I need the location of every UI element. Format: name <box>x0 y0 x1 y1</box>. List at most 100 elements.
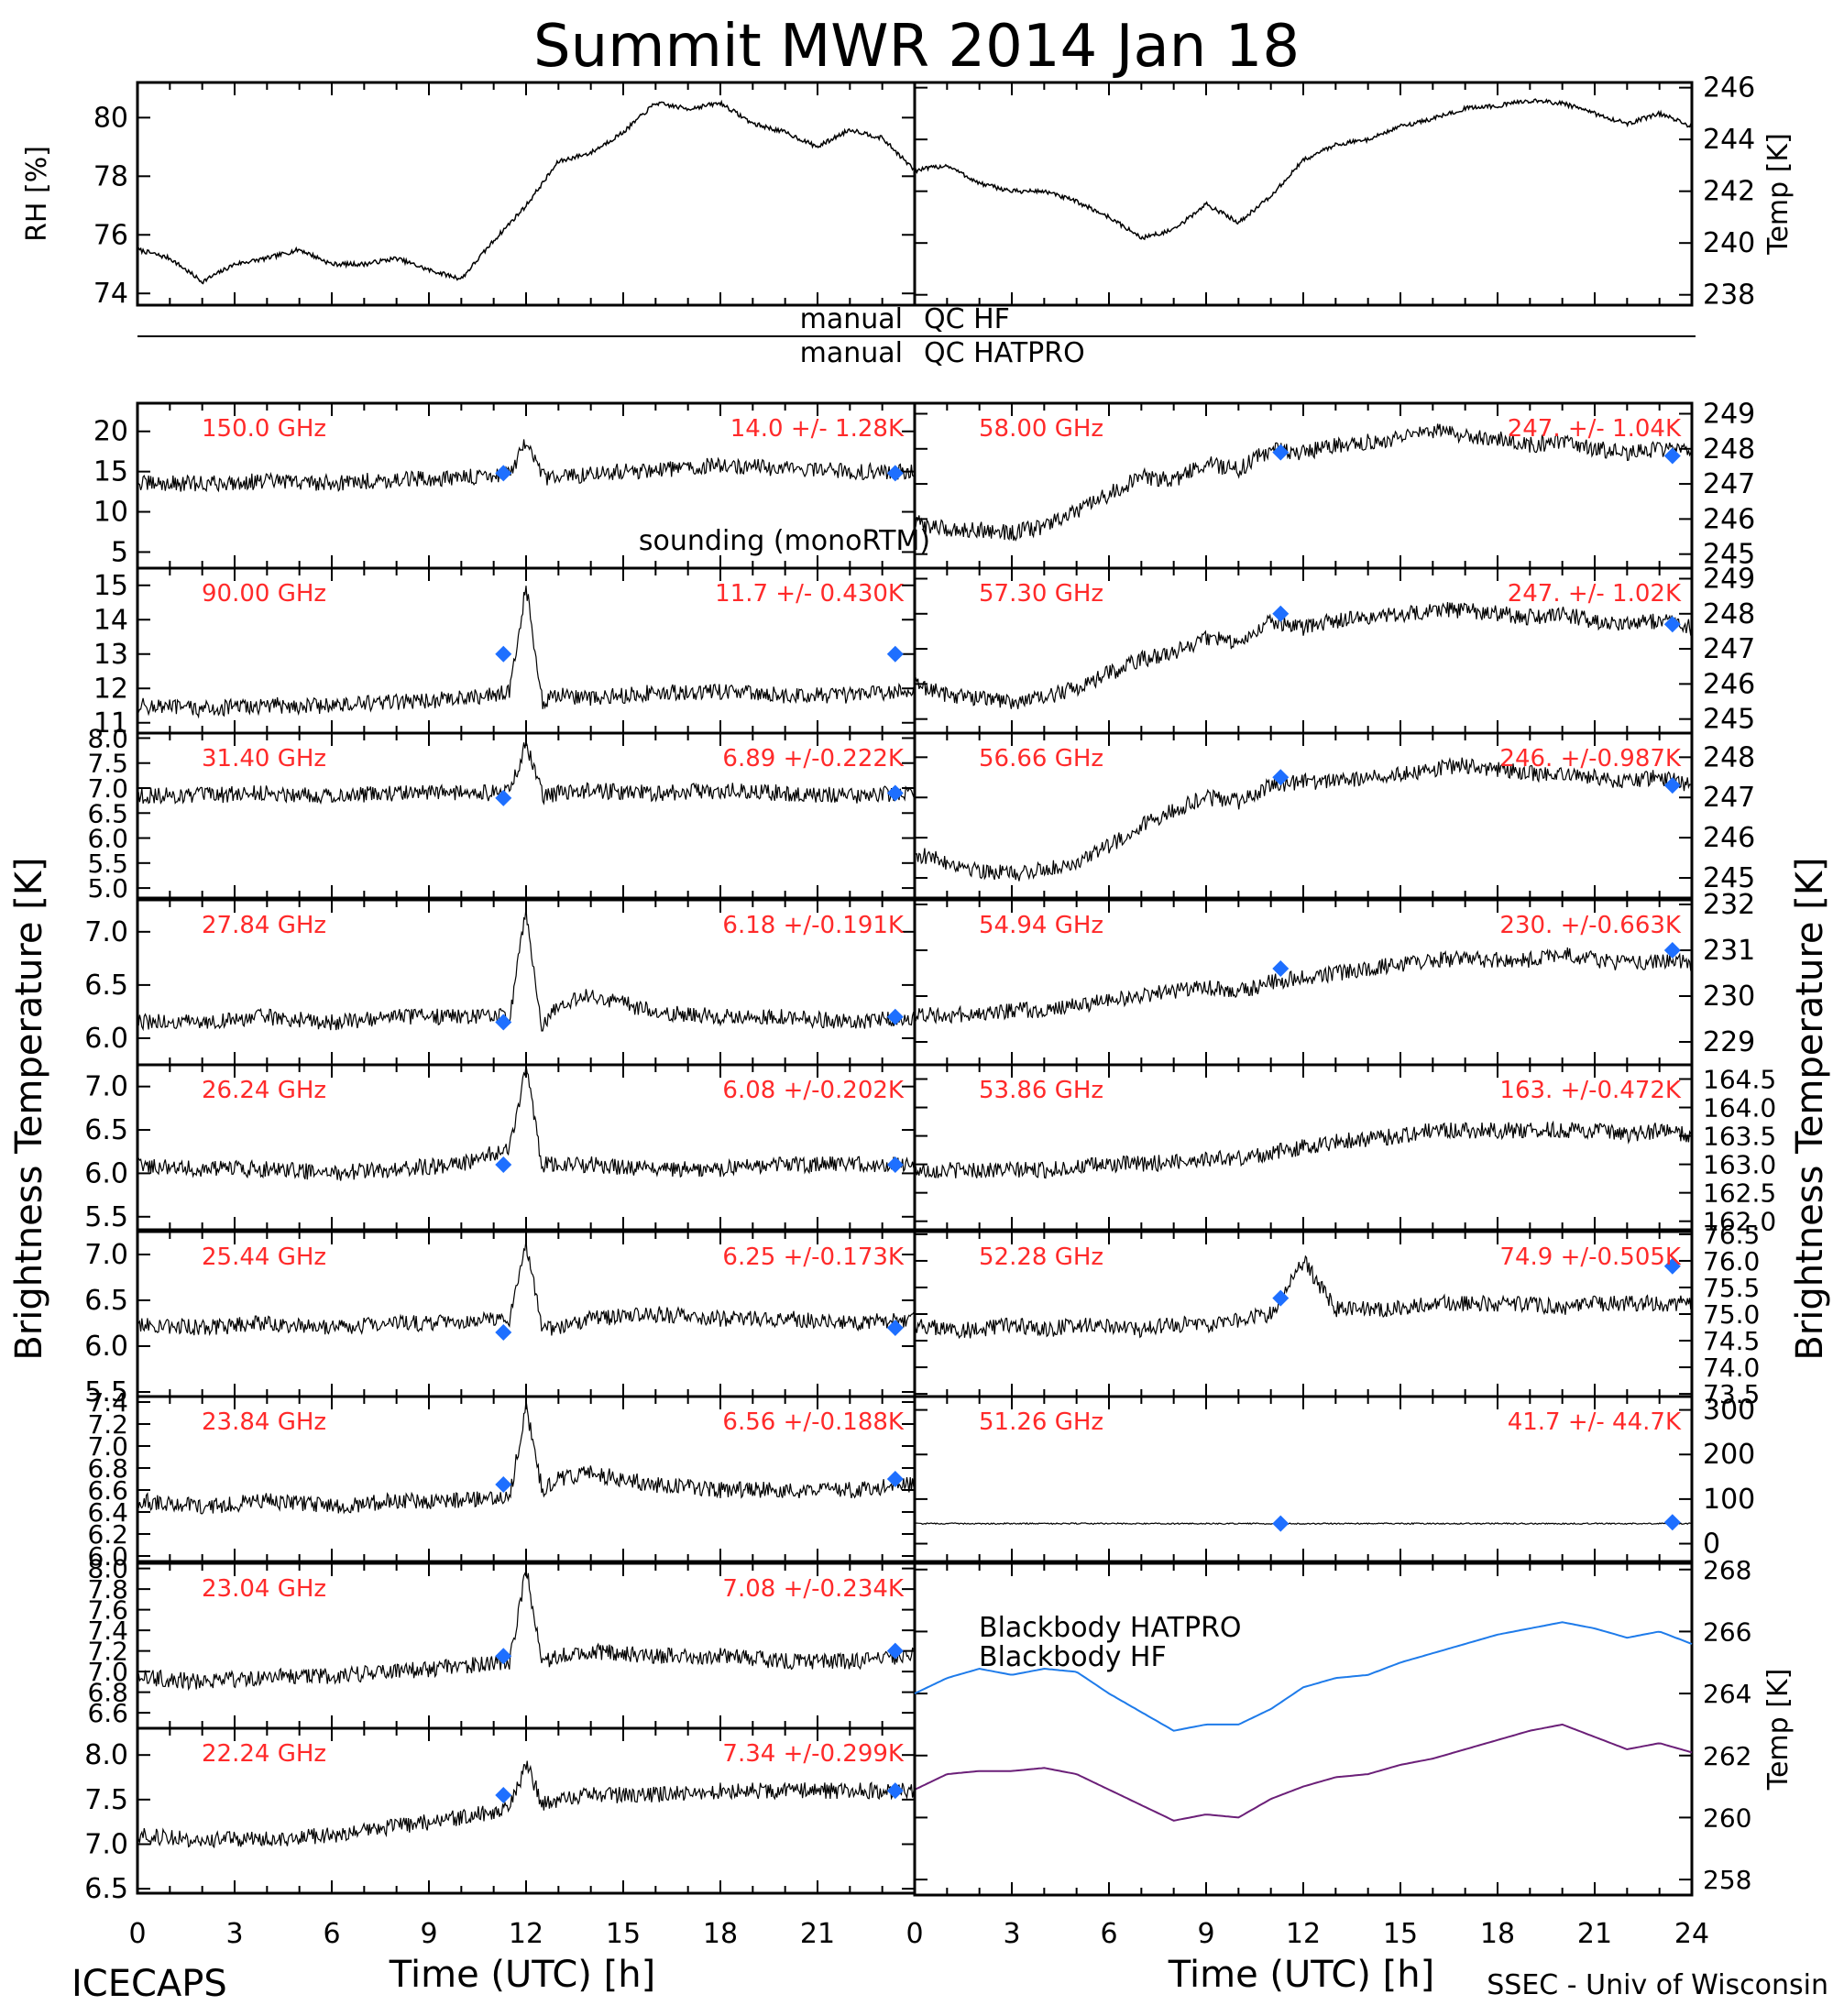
y-tick-label: 76.5 <box>1703 1220 1760 1250</box>
y-tick-label: 7.0 <box>84 916 128 948</box>
sounding-marker <box>495 1476 512 1493</box>
footer-ssec: SSEC - Univ of Wisconsin <box>1487 1969 1828 2001</box>
y-tick-label: 5.0 <box>87 873 128 904</box>
freq-label: 53.86 GHz <box>979 1077 1103 1104</box>
x-tick-label: 12 <box>509 1918 543 1950</box>
freq-label: 25.44 GHz <box>202 1244 326 1271</box>
y-tick-label: 7.0 <box>87 1657 128 1687</box>
sounding-marker <box>1272 769 1290 786</box>
y-tick-label: 73.5 <box>1703 1379 1760 1409</box>
y-tick-label: 230 <box>1703 981 1755 1013</box>
qc-hatpro: QC HATPRO <box>924 337 1085 369</box>
x-tick-label: 21 <box>1577 1918 1612 1950</box>
y-tick-label: 162.0 <box>1703 1207 1776 1237</box>
panel-y-label: Temp [K] <box>1762 133 1795 256</box>
sounding-marker <box>886 784 904 802</box>
data-trace <box>137 907 916 1032</box>
freq-label: 54.94 GHz <box>979 912 1103 939</box>
sounding-marker <box>1272 1515 1290 1532</box>
figure-title: Summit MWR 2014 Jan 18 <box>533 13 1300 81</box>
series-line-0 <box>914 1621 1693 1732</box>
stat-label: 7.34 +/-0.299K <box>722 1740 905 1768</box>
x-tick-label: 6 <box>323 1918 340 1950</box>
stat-label: 246. +/-0.987K <box>1499 745 1682 772</box>
y-tick-label: 249 <box>1703 398 1755 430</box>
y-tick-label: 247 <box>1703 468 1755 500</box>
y-tick-label: 74.0 <box>1703 1353 1760 1383</box>
y-tick-label: 6.5 <box>84 1285 128 1317</box>
y-tick-label: 13 <box>93 639 128 671</box>
stat-label: 6.25 +/-0.173K <box>722 1244 905 1271</box>
y-tick-label: 75.5 <box>1703 1273 1760 1303</box>
y-tick-label: 6.0 <box>84 1023 128 1055</box>
y-tick-label: 5 <box>111 536 128 568</box>
y-tick-label: 7.2 <box>87 1409 128 1440</box>
y-tick-label: 8.0 <box>87 723 128 753</box>
sounding-marker <box>1663 447 1681 465</box>
freq-label: 27.84 GHz <box>202 912 326 939</box>
data-trace <box>914 423 1693 542</box>
stat-label: 41.7 +/- 44.7K <box>1508 1408 1682 1436</box>
panel-f2544: 5.5 6.0 6.5 7.0 25.44 GHz 6.25 +/-0.173K <box>84 1230 916 1408</box>
panel-f2624: 5.5 6.0 6.5 7.0 26.24 GHz 6.08 +/-0.202K <box>84 1063 916 1233</box>
y-tick-label: 7.6 <box>87 1595 128 1626</box>
y-tick-label: 163.0 <box>1703 1150 1776 1180</box>
y-tick-label: 6.0 <box>84 1157 128 1189</box>
x-tick-label: 3 <box>225 1918 243 1950</box>
y-tick-label: 6.0 <box>87 1541 128 1572</box>
y-tick-label: 6.0 <box>84 1331 128 1363</box>
panel-f314: 5.05.56.06.57.07.58.0 31.40 GHz 6.89 +/-0.… <box>87 723 916 904</box>
x-tick-label: 21 <box>800 1918 835 1950</box>
data-trace <box>914 756 1693 882</box>
stat-label: 247. +/- 1.02K <box>1508 580 1682 608</box>
y-tick-label: 7.0 <box>87 1431 128 1462</box>
y-tick-label: 238 <box>1703 279 1755 312</box>
stat-label: 6.08 +/-0.202K <box>722 1077 905 1104</box>
x-tick-label: 3 <box>1003 1918 1020 1950</box>
y-tick-label: 14 <box>93 604 128 636</box>
data-trace <box>914 1521 1693 1526</box>
y-tick-label: 231 <box>1703 935 1755 967</box>
y-tick-label: 246 <box>1703 822 1755 854</box>
sounding-marker <box>495 1013 512 1031</box>
y-tick-label: 76 <box>93 219 128 251</box>
y-tick-label: 266 <box>1703 1616 1751 1647</box>
y-tick-label: 76.0 <box>1703 1246 1760 1276</box>
y-tick-label: 12 <box>93 673 128 705</box>
y-tick-label: 6.0 <box>87 824 128 854</box>
freq-label: 22.24 GHz <box>202 1740 326 1768</box>
data-trace <box>137 99 916 285</box>
panel-f5494: 229 230 231 232 54.94 GHz 230. +/-0.663K <box>913 889 1755 1067</box>
legend-entry: Blackbody HATPRO <box>979 1612 1242 1644</box>
sounding-marker <box>1272 960 1290 977</box>
qc-hf: QC HF <box>924 303 1010 335</box>
panel-frame <box>136 81 916 307</box>
freq-label: 57.30 GHz <box>979 580 1103 608</box>
y-tick-label: 20 <box>93 416 128 448</box>
stat-label: 163. +/-0.472K <box>1499 1077 1682 1104</box>
y-tick-label: 163.5 <box>1703 1122 1776 1152</box>
y-tick-label: 7.4 <box>87 1616 128 1646</box>
y-tick-label: 242 <box>1703 176 1755 208</box>
y-tick-label: 164.5 <box>1703 1065 1776 1095</box>
stat-label: 230. +/-0.663K <box>1499 912 1682 939</box>
freq-label: 51.26 GHz <box>979 1408 1103 1436</box>
x-tick-label: 0 <box>128 1918 146 1950</box>
y-tick-label: 6.5 <box>84 970 128 1002</box>
y-tick-label: 5.5 <box>84 1201 128 1233</box>
qc-section: manual QC HF manual QC HATPRO <box>137 303 1696 369</box>
panel-y-label: Temp [K] <box>1762 1669 1795 1791</box>
stat-label: 74.9 +/-0.505K <box>1499 1244 1682 1271</box>
sounding-marker <box>886 1471 904 1487</box>
x-tick-label: 24 <box>1674 1918 1709 1950</box>
y-tick-label: 7.4 <box>87 1387 128 1418</box>
freq-label: 150.0 GHz <box>202 415 326 443</box>
data-trace <box>137 586 916 719</box>
data-trace <box>137 741 916 805</box>
sounding-marker <box>495 465 512 482</box>
y-tick-label: 80 <box>93 102 128 134</box>
data-trace <box>137 1065 916 1181</box>
